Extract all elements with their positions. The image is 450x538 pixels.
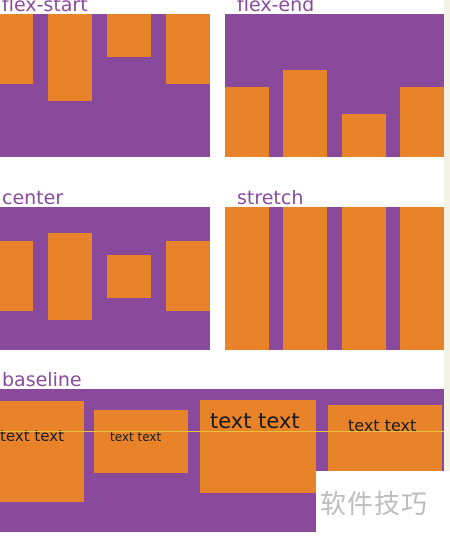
flex-end-item-4 xyxy=(400,87,444,157)
center-item-4 xyxy=(166,241,210,311)
stretch-label: stretch xyxy=(237,187,304,209)
baseline-item-3: text text xyxy=(200,400,316,493)
baseline-container: text text text text text text text text xyxy=(0,389,444,532)
flex-end-label: flex-end xyxy=(237,0,315,16)
flex-start-item-1 xyxy=(0,14,33,84)
flex-end-item-2 xyxy=(283,70,327,157)
center-item-3 xyxy=(107,255,151,298)
watermark: 软件技巧 xyxy=(316,471,450,538)
flex-start-label: flex-start xyxy=(2,0,88,16)
flex-start-item-3 xyxy=(107,14,151,57)
baseline-item-1: text text xyxy=(0,401,84,502)
center-item-2 xyxy=(48,233,92,320)
flex-end-container xyxy=(225,14,444,157)
baseline-item-4: text text xyxy=(328,405,442,471)
baseline-item-1-text: text text xyxy=(0,427,64,445)
baseline-item-2: text text xyxy=(94,410,188,473)
baseline-item-3-text: text text xyxy=(210,409,300,433)
center-item-1 xyxy=(0,241,33,311)
right-edge-strip xyxy=(444,0,450,538)
stretch-item-3 xyxy=(342,207,386,350)
stretch-item-2 xyxy=(283,207,327,350)
baseline-guide-line xyxy=(0,431,444,432)
baseline-label: baseline xyxy=(2,369,82,391)
flex-start-item-4 xyxy=(166,14,210,84)
center-label: center xyxy=(2,187,64,209)
watermark-text: 软件技巧 xyxy=(320,490,429,520)
center-container xyxy=(0,207,210,350)
flex-start-container xyxy=(0,14,210,157)
stretch-container xyxy=(225,207,444,350)
stretch-item-4 xyxy=(400,207,444,350)
flex-end-item-3 xyxy=(342,114,386,157)
baseline-item-4-text: text text xyxy=(348,416,417,435)
stretch-item-1 xyxy=(225,207,269,350)
flex-end-item-1 xyxy=(225,87,269,157)
baseline-item-2-text: text text xyxy=(110,430,162,444)
flex-start-item-2 xyxy=(48,14,92,101)
